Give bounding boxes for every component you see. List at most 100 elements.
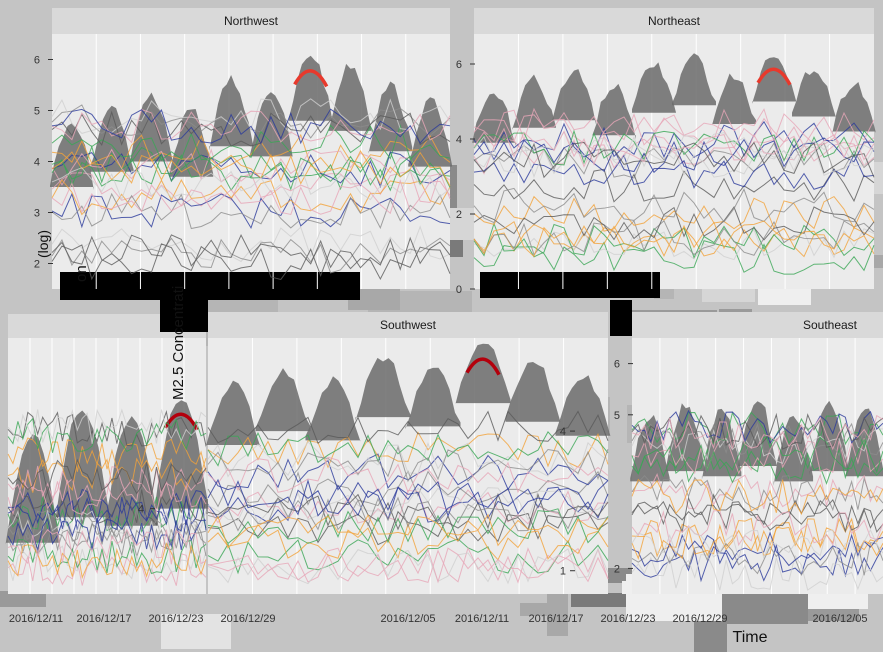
texture-block xyxy=(520,603,557,616)
x-tick-label: 2016/12/29 xyxy=(672,613,727,625)
noise-series-line xyxy=(473,138,875,175)
noise-series-line xyxy=(51,179,451,216)
noise-series-line xyxy=(473,240,875,275)
noise-series-line xyxy=(631,531,883,567)
noise-series-line xyxy=(631,436,883,475)
x-tick-label: 2016/12/05 xyxy=(380,613,435,625)
noise-series-line xyxy=(631,478,883,516)
y-tick-label: 6 xyxy=(456,59,462,71)
noise-series-line xyxy=(207,441,609,478)
strip-southwest-label: Southwest xyxy=(380,318,437,332)
noise-series-line xyxy=(7,410,207,447)
y-tick-label: 6 xyxy=(614,359,620,371)
noise-series-line xyxy=(473,127,875,166)
noise-series-line xyxy=(207,478,609,518)
y-tick-label: 5 xyxy=(614,410,620,422)
y-tick-label: 5 xyxy=(34,106,40,118)
noise-series-line xyxy=(51,233,451,271)
peak-band xyxy=(592,83,636,140)
strip-northwest-label: Northwest xyxy=(224,14,279,28)
noise-series-line xyxy=(473,228,875,261)
noise-series-line xyxy=(207,410,609,444)
noise-series-line xyxy=(51,133,451,171)
peak-band xyxy=(305,376,361,442)
noise-series-line xyxy=(473,114,875,151)
noise-series-line xyxy=(7,517,207,552)
noise-series-line xyxy=(51,98,451,135)
noise-series-line xyxy=(631,422,883,457)
noise-series-line xyxy=(473,137,875,174)
y-tick-label: 0 xyxy=(456,284,462,296)
y-tick-label: 1 xyxy=(560,566,566,578)
noise-series-line xyxy=(207,513,609,549)
y-tick-label: 4 xyxy=(560,426,566,438)
noise-series-line xyxy=(7,458,207,495)
noise-series-line xyxy=(207,496,609,532)
y-tick-label: 2 xyxy=(34,259,40,271)
x-tick-label: 2016/12/11 xyxy=(9,613,63,625)
noise-series-line xyxy=(473,206,875,241)
x-tick-label: 2016/12/05 xyxy=(812,613,867,625)
noise-series-line xyxy=(473,222,875,259)
noise-series-line xyxy=(207,547,609,584)
y-tick-label: 3 xyxy=(34,208,40,220)
x-tick-label: 2016/12/17 xyxy=(528,613,583,625)
x-tick-label: 2016/12/23 xyxy=(148,613,203,625)
noise-series-line xyxy=(631,473,883,510)
noise-series-line xyxy=(631,496,883,534)
noise-series-line xyxy=(207,547,609,585)
noise-series-line xyxy=(631,543,883,583)
noise-series-line xyxy=(51,178,451,216)
highlight-curve xyxy=(465,357,501,376)
noise-series-line xyxy=(51,148,451,186)
peak-band xyxy=(666,403,706,475)
noise-series-line xyxy=(7,437,207,472)
panel-southwest: Southwest xyxy=(208,312,608,594)
highlight-curve xyxy=(293,69,329,88)
noise-series-line xyxy=(473,195,875,232)
texture-block xyxy=(571,593,637,607)
x-axis-title: Time xyxy=(733,629,768,646)
noise-series-line xyxy=(631,525,883,562)
noise-series-line xyxy=(473,129,875,166)
noise-series-line xyxy=(207,445,609,483)
peak-band xyxy=(209,75,253,151)
peak-band xyxy=(630,415,670,482)
y-tick-label: 2 xyxy=(456,209,462,221)
noise-series-line xyxy=(7,545,207,581)
noise-series-line xyxy=(473,219,875,256)
noise-series-line xyxy=(51,164,451,201)
noise-series-line xyxy=(473,130,875,168)
axis-ticks: 2 3 4 5 6 0 2 4 6 4 1 4 2 5 6 2016/12/11 2016/12/17 2016/… xyxy=(9,55,868,626)
noise-series-line xyxy=(7,521,207,558)
noise-series-line xyxy=(631,427,883,466)
noise-series-line xyxy=(7,495,207,532)
noise-series-line xyxy=(51,153,451,192)
noise-series-line xyxy=(7,479,207,516)
noise-series-line xyxy=(631,510,883,547)
noise-series-line xyxy=(51,150,451,187)
y-axis-title-fragment-2: on xyxy=(73,265,90,282)
noise-series-line xyxy=(207,431,609,467)
noise-series-line xyxy=(7,542,207,580)
noise-series-line xyxy=(631,414,883,451)
x-tick-label: 2016/12/23 xyxy=(600,613,655,625)
noise-series-line xyxy=(207,522,609,561)
strip-southwest xyxy=(208,312,608,338)
noise-series-line xyxy=(7,417,207,453)
noise-series-line xyxy=(207,431,609,469)
peak-band xyxy=(355,357,411,421)
peak-band xyxy=(455,343,511,404)
peak-band xyxy=(632,62,676,113)
chart-marks xyxy=(5,34,883,594)
noise-series-line xyxy=(7,528,207,565)
peak-band xyxy=(512,74,556,130)
noise-series-line xyxy=(631,553,883,591)
peak-band xyxy=(809,400,849,475)
peak-band xyxy=(552,69,596,125)
artifact-black-block-2 xyxy=(610,300,632,336)
peak-band xyxy=(205,380,261,448)
y-tick-label: 4 xyxy=(34,157,40,169)
noise-series-line xyxy=(207,546,609,584)
peak-band xyxy=(405,367,461,429)
